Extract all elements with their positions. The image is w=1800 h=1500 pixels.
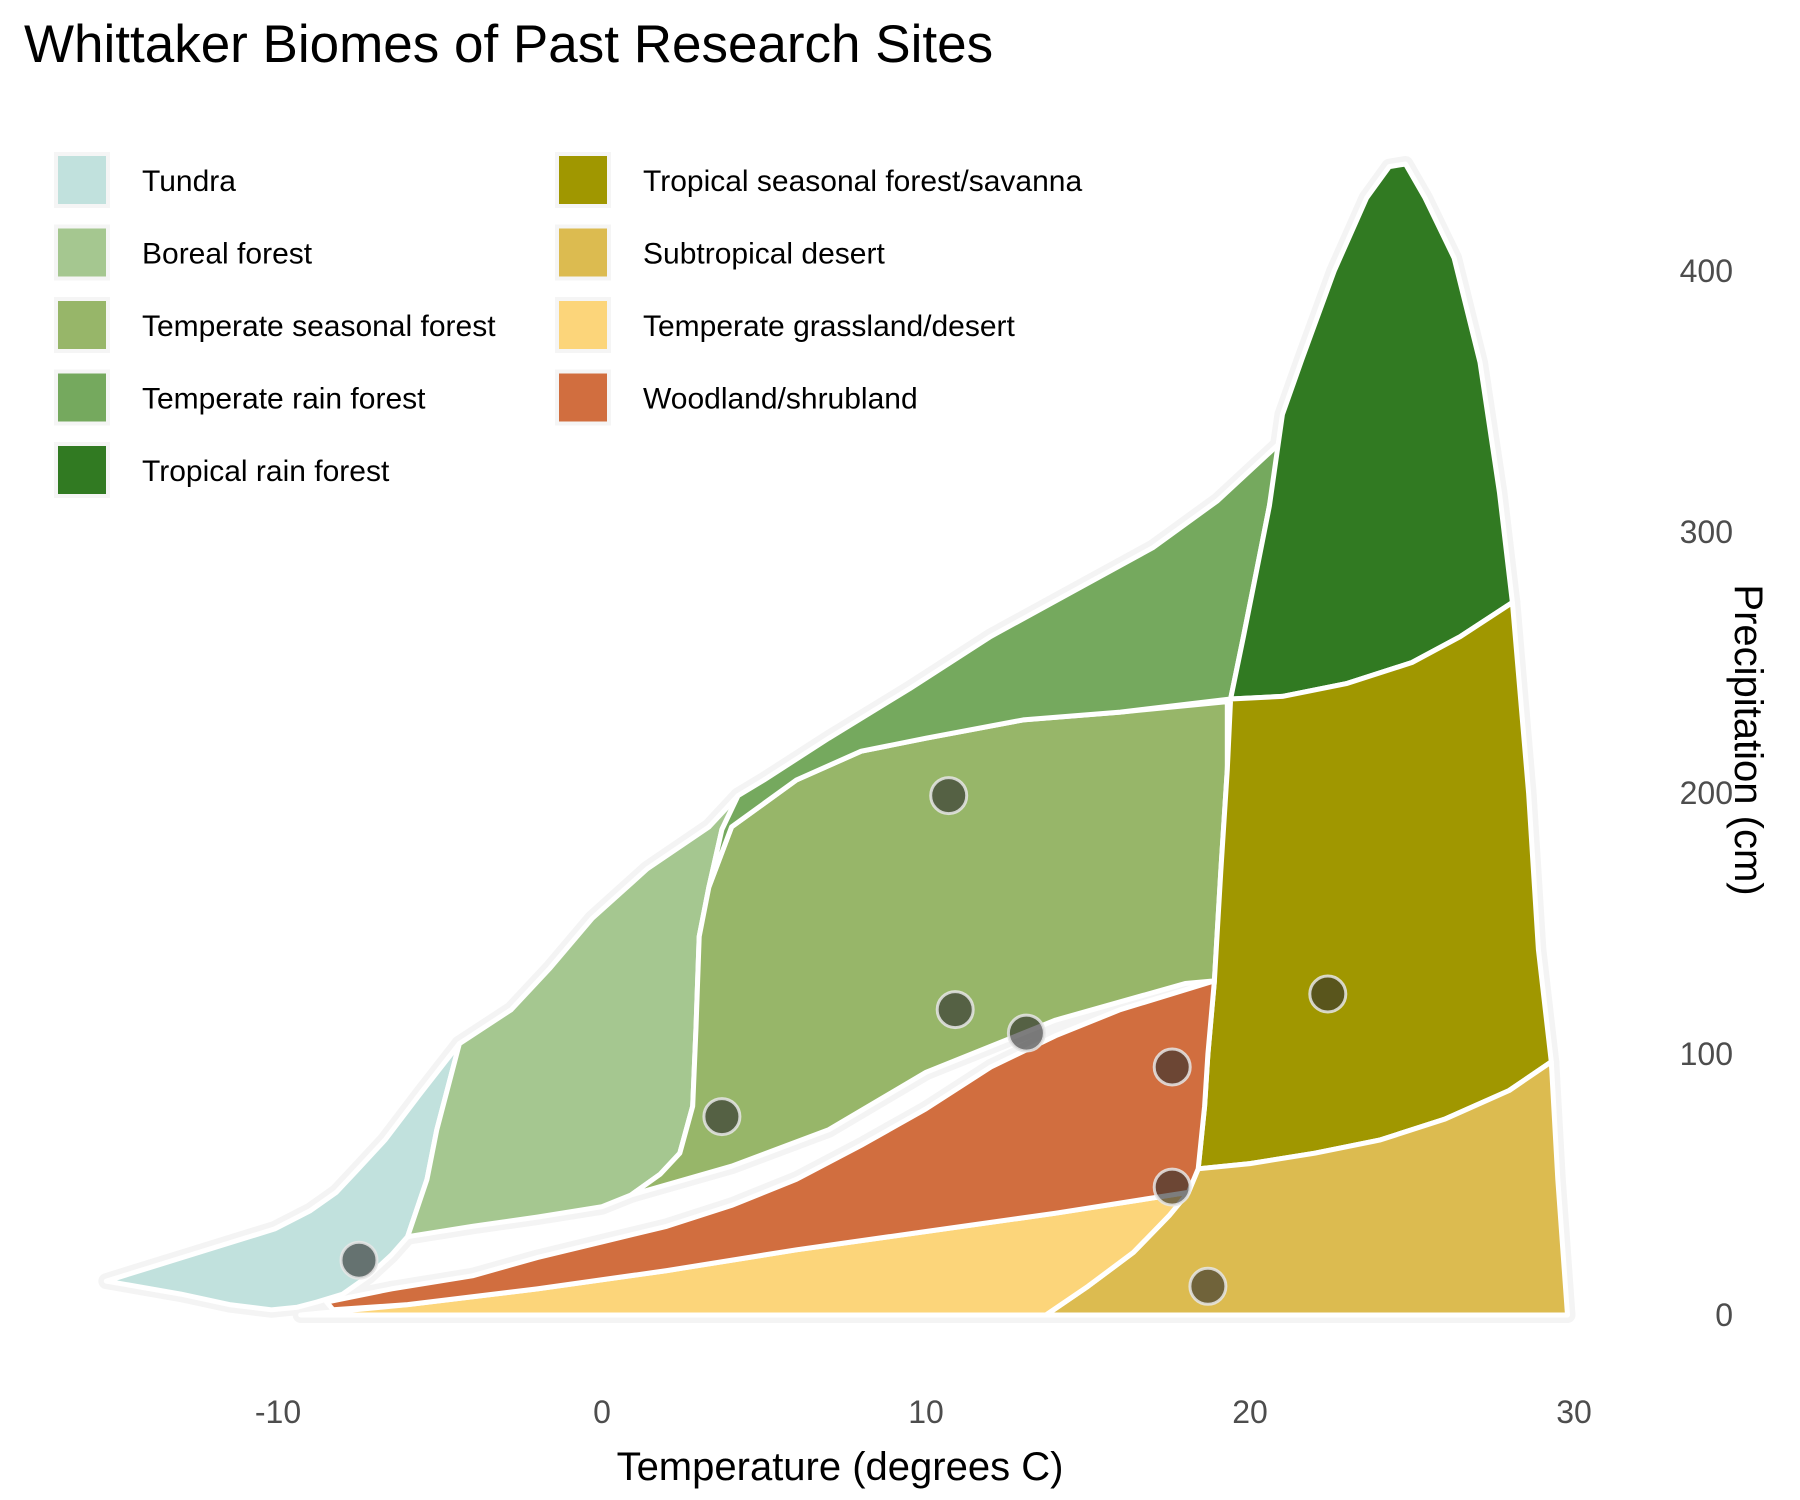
legend-label-tropical-rain-forest: Tropical rain forest: [142, 455, 390, 488]
site-point-2: [702, 1097, 742, 1137]
x-tick-label: -10: [255, 1394, 301, 1430]
site-point-6: [1152, 1047, 1192, 1087]
legend-key-woodland-shrubland: [555, 369, 611, 426]
legend-key-temperate-seasonal-forest: [54, 297, 110, 353]
x-tick-label: 0: [593, 1394, 611, 1430]
x-axis-label: Temperature (degrees C): [617, 1445, 1064, 1489]
legend-label-temperate-seasonal-forest: Temperate seasonal forest: [142, 310, 496, 343]
chart-title: Whittaker Biomes of Past Research Sites: [24, 15, 993, 74]
y-tick-label: 0: [1715, 1297, 1733, 1333]
y-tick-label: 400: [1680, 253, 1733, 289]
site-points: [339, 776, 1348, 1306]
legend-key-boreal-forest: [54, 224, 110, 281]
x-tick-label: 20: [1232, 1394, 1268, 1430]
site-point-7: [1152, 1167, 1192, 1207]
y-axis-label: Precipitation (cm): [1726, 584, 1770, 895]
y-axis: 0 100 200 300 400: [1680, 253, 1733, 1333]
biome-area-tundra: [103, 1041, 462, 1313]
legend-label-temperate-rain-forest: Temperate rain forest: [142, 383, 426, 416]
legend-key-temperate-grassland-desert: [555, 297, 611, 353]
legend-label-boreal-forest: Boreal forest: [142, 238, 313, 271]
x-axis: -10 0 10 20 30: [255, 1394, 1592, 1430]
x-tick-label: 10: [908, 1394, 944, 1430]
biome-areas: [98, 156, 1576, 1323]
legend-key-tundra: [54, 152, 110, 208]
y-tick-label: 100: [1680, 1036, 1733, 1072]
biome-area-woodland-shrubland: [324, 978, 1217, 1313]
site-point-5: [1006, 1013, 1046, 1053]
site-point-4: [935, 990, 975, 1030]
site-point-3: [929, 776, 969, 816]
legend-label-woodland-shrubland: Woodland/shrubland: [643, 383, 918, 416]
y-tick-label: 200: [1680, 775, 1733, 811]
legend-label-tundra: Tundra: [142, 165, 236, 198]
legend-key-temperate-rain-forest: [54, 369, 110, 426]
legend-key-tropical-rain-forest: [54, 442, 110, 498]
legend-key-subtropical-desert: [555, 224, 611, 281]
site-point-8: [1188, 1266, 1228, 1306]
legend-label-subtropical-desert: Subtropical desert: [643, 238, 885, 271]
y-tick-label: 300: [1680, 514, 1733, 550]
legend: Tundra Boreal forest Temperate seasonal fo…: [54, 152, 1082, 498]
legend-label-tropical-seasonal-forest-savanna: Tropical seasonal forest/savanna: [643, 165, 1082, 198]
legend-key-tropical-seasonal-forest-savanna: [555, 152, 611, 208]
x-tick-label: 30: [1556, 1394, 1592, 1430]
site-point-9: [1308, 974, 1348, 1014]
legend-label-temperate-grassland-desert: Temperate grassland/desert: [643, 310, 1016, 343]
site-point-1: [339, 1240, 379, 1280]
